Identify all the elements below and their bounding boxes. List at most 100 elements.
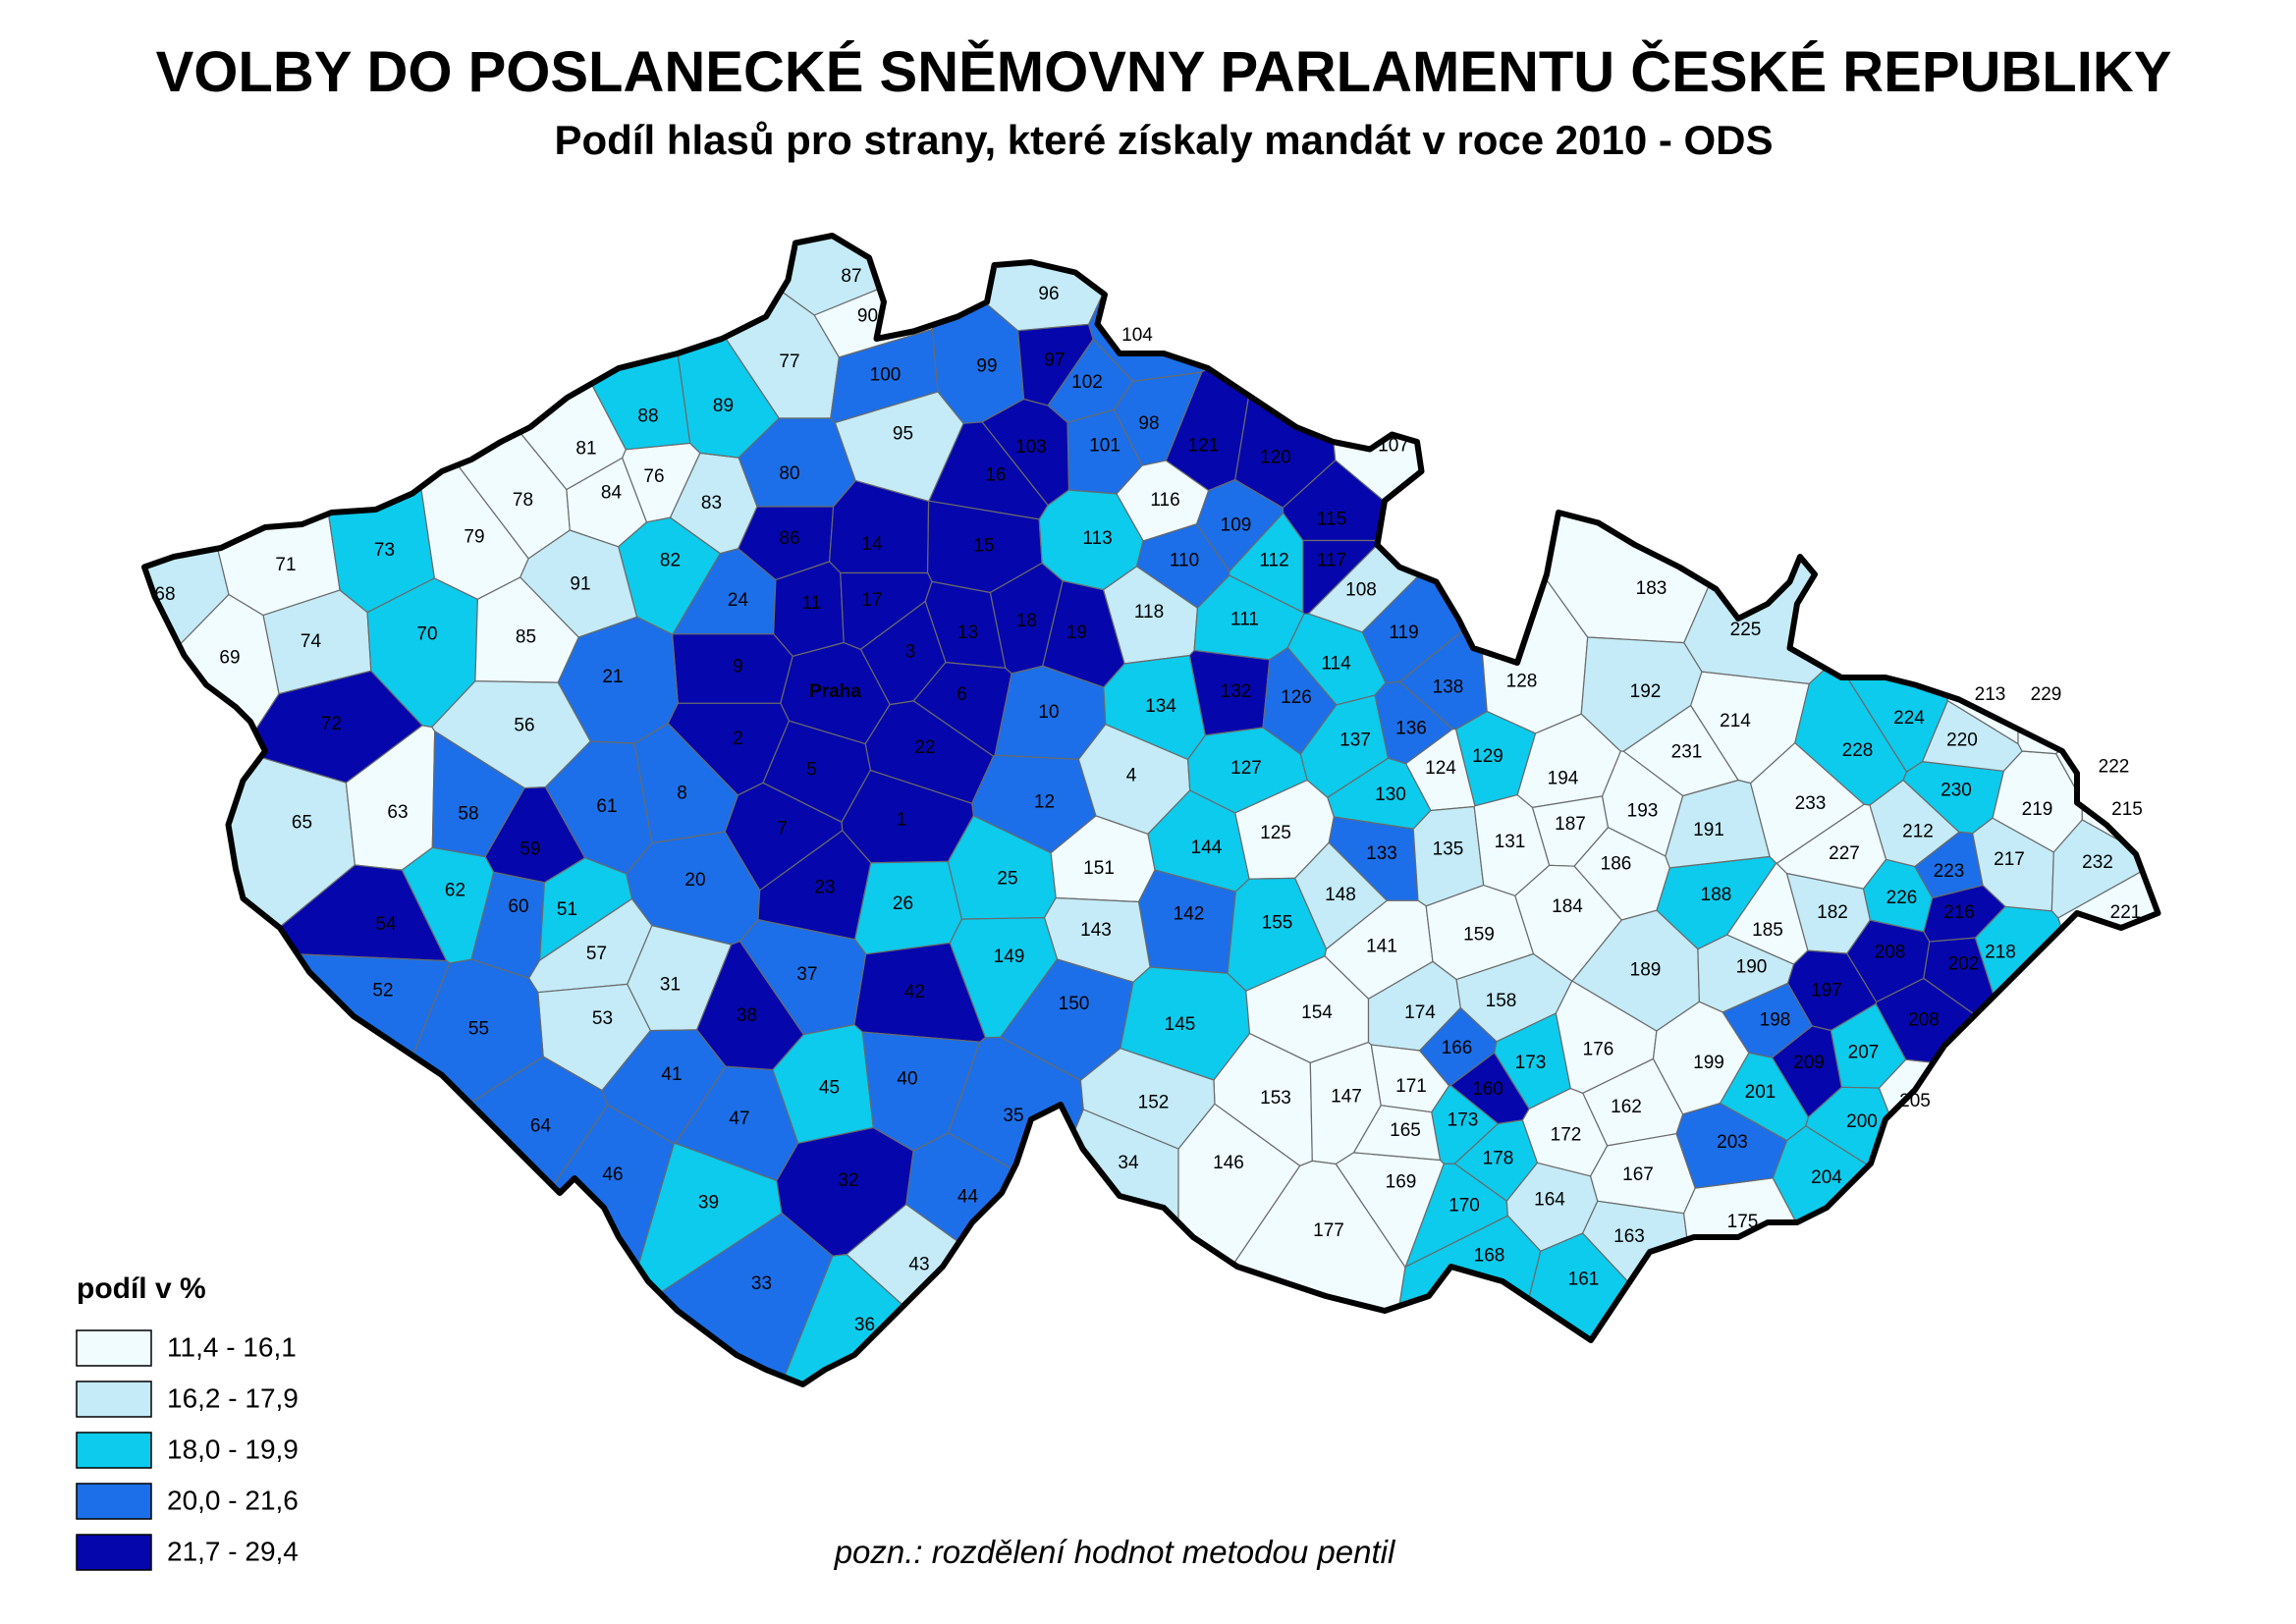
region bbox=[1049, 1109, 1179, 1384]
region-label: 8 bbox=[677, 784, 687, 804]
region-label: 84 bbox=[601, 483, 623, 504]
region-label: 138 bbox=[1433, 677, 1464, 698]
region-label: 63 bbox=[387, 802, 408, 823]
legend-swatch bbox=[76, 1432, 152, 1469]
region-label: 141 bbox=[1366, 937, 1397, 957]
region-label: 97 bbox=[1044, 351, 1065, 371]
region bbox=[146, 1056, 609, 1384]
region-label: 197 bbox=[1811, 981, 1842, 1001]
region-label: 132 bbox=[1221, 681, 1252, 702]
regions bbox=[144, 236, 2159, 1384]
region-label: 80 bbox=[779, 463, 799, 484]
region-label: 43 bbox=[908, 1255, 929, 1275]
region-label: 41 bbox=[661, 1064, 682, 1085]
region-label: 88 bbox=[637, 406, 658, 427]
region-label: 72 bbox=[321, 714, 342, 734]
region-label: 182 bbox=[1817, 902, 1848, 923]
region-label: 117 bbox=[1317, 551, 1346, 571]
region-label: 230 bbox=[1941, 781, 1972, 801]
region-label: 114 bbox=[1321, 654, 1351, 675]
region-label: 130 bbox=[1375, 785, 1406, 805]
region-label: 131 bbox=[1495, 832, 1526, 852]
region-label: 35 bbox=[1003, 1106, 1023, 1126]
region bbox=[2017, 236, 2159, 755]
region-label: 162 bbox=[1611, 1097, 1642, 1117]
region-label: 96 bbox=[1038, 284, 1059, 304]
region-label: 100 bbox=[870, 365, 902, 386]
region-label: 233 bbox=[1795, 793, 1827, 814]
region-label: 215 bbox=[2111, 799, 2143, 820]
region-label: 34 bbox=[1118, 1153, 1139, 1173]
region-label: 160 bbox=[1472, 1079, 1503, 1100]
region-label: 217 bbox=[1994, 849, 2025, 870]
region-label: 42 bbox=[904, 982, 925, 1002]
region-label: 15 bbox=[973, 536, 994, 557]
region-label: 51 bbox=[557, 899, 577, 920]
region-label: 208 bbox=[1908, 1010, 1940, 1031]
region-label: 52 bbox=[372, 981, 393, 1001]
title: VOLBY DO POSLANECKÉ SNĚMOVNY PARLAMENTU … bbox=[156, 40, 2172, 104]
region-label: 228 bbox=[1842, 740, 1874, 761]
region-label: 87 bbox=[841, 266, 861, 287]
region-label: 24 bbox=[728, 590, 749, 611]
region-label: 39 bbox=[698, 1193, 719, 1214]
region-label: 172 bbox=[1551, 1125, 1582, 1146]
region-label: 144 bbox=[1191, 838, 1223, 858]
region-label: 12 bbox=[1034, 792, 1055, 813]
legend-swatch bbox=[76, 1483, 152, 1520]
region-label: 85 bbox=[516, 627, 536, 648]
region-label: 208 bbox=[1875, 943, 1906, 963]
region-label: 58 bbox=[458, 804, 478, 825]
region-label: 170 bbox=[1449, 1196, 1480, 1217]
region-label: 103 bbox=[1015, 437, 1047, 458]
region-label: 120 bbox=[1260, 448, 1291, 468]
region-label: 163 bbox=[1613, 1226, 1645, 1247]
region-label: 229 bbox=[2031, 684, 2062, 705]
region-label: Praha bbox=[809, 681, 861, 702]
region-label: 90 bbox=[857, 306, 878, 327]
region-label: 62 bbox=[445, 881, 465, 901]
region-label: 65 bbox=[292, 813, 312, 834]
region-label: 33 bbox=[751, 1273, 772, 1294]
region-label: 149 bbox=[994, 947, 1025, 967]
region-label: 19 bbox=[1066, 623, 1087, 643]
region bbox=[144, 750, 356, 1026]
region-label: 133 bbox=[1366, 843, 1397, 864]
region-label: 127 bbox=[1230, 758, 1262, 779]
region-label: 169 bbox=[1386, 1172, 1417, 1193]
region bbox=[648, 236, 959, 316]
region-label: 95 bbox=[893, 424, 913, 445]
region-label: 200 bbox=[1846, 1111, 1878, 1132]
region-label: 143 bbox=[1080, 920, 1112, 941]
region-label: 219 bbox=[2022, 799, 2053, 820]
region-label: 25 bbox=[997, 869, 1017, 890]
region-label: 22 bbox=[914, 737, 935, 758]
region-label: 188 bbox=[1701, 885, 1732, 905]
region-label: 112 bbox=[1259, 551, 1288, 571]
region-label: 129 bbox=[1472, 746, 1503, 767]
region-label: 222 bbox=[2099, 757, 2130, 778]
region bbox=[1352, 1105, 1442, 1162]
region-label: 147 bbox=[1331, 1087, 1362, 1108]
region-label: 190 bbox=[1736, 957, 1768, 978]
region bbox=[1038, 489, 1144, 591]
region-label: 205 bbox=[1899, 1091, 1931, 1111]
legend-label: 21,7 - 29,4 bbox=[167, 1536, 299, 1566]
region-label: 70 bbox=[416, 624, 437, 645]
region-label: 9 bbox=[733, 657, 743, 677]
legend-swatch bbox=[76, 1380, 152, 1418]
region-label: 213 bbox=[1975, 684, 2006, 705]
region-label: 57 bbox=[586, 944, 607, 964]
region-label: 187 bbox=[1555, 814, 1586, 835]
region-label: 45 bbox=[819, 1078, 840, 1099]
region-label: 21 bbox=[602, 667, 623, 687]
region-label: 136 bbox=[1395, 719, 1427, 739]
region-label: 192 bbox=[1630, 681, 1662, 702]
region-label: 17 bbox=[861, 590, 882, 611]
region-label: 53 bbox=[592, 1008, 613, 1029]
region-label: 104 bbox=[1121, 325, 1153, 346]
region-label: 168 bbox=[1474, 1246, 1505, 1267]
region-label: 47 bbox=[729, 1109, 749, 1129]
region-label: 59 bbox=[519, 839, 540, 860]
